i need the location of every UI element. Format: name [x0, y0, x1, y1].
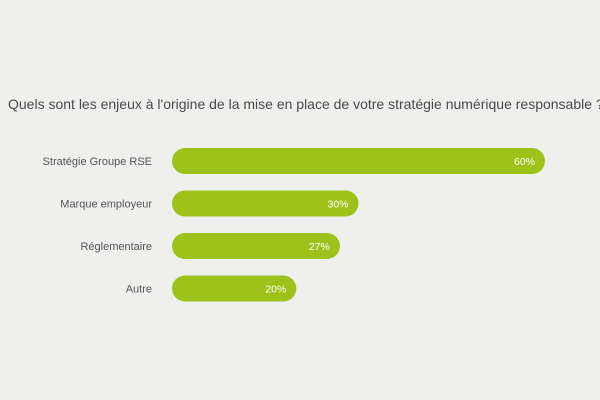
value-label: 60% [514, 156, 535, 168]
category-label: Réglementaire [80, 241, 152, 253]
value-label: 20% [265, 284, 286, 296]
chart-title: Quels sont les enjeux à l'origine de la … [8, 96, 600, 112]
bar [172, 275, 297, 302]
value-label: 30% [327, 199, 348, 211]
category-label: Autre [126, 284, 152, 296]
category-label: Stratégie Groupe RSE [43, 156, 152, 168]
value-label: 27% [309, 241, 330, 253]
category-label: Marque employeur [60, 199, 152, 211]
bar [172, 190, 359, 217]
bar [172, 233, 340, 259]
bar [172, 148, 545, 174]
